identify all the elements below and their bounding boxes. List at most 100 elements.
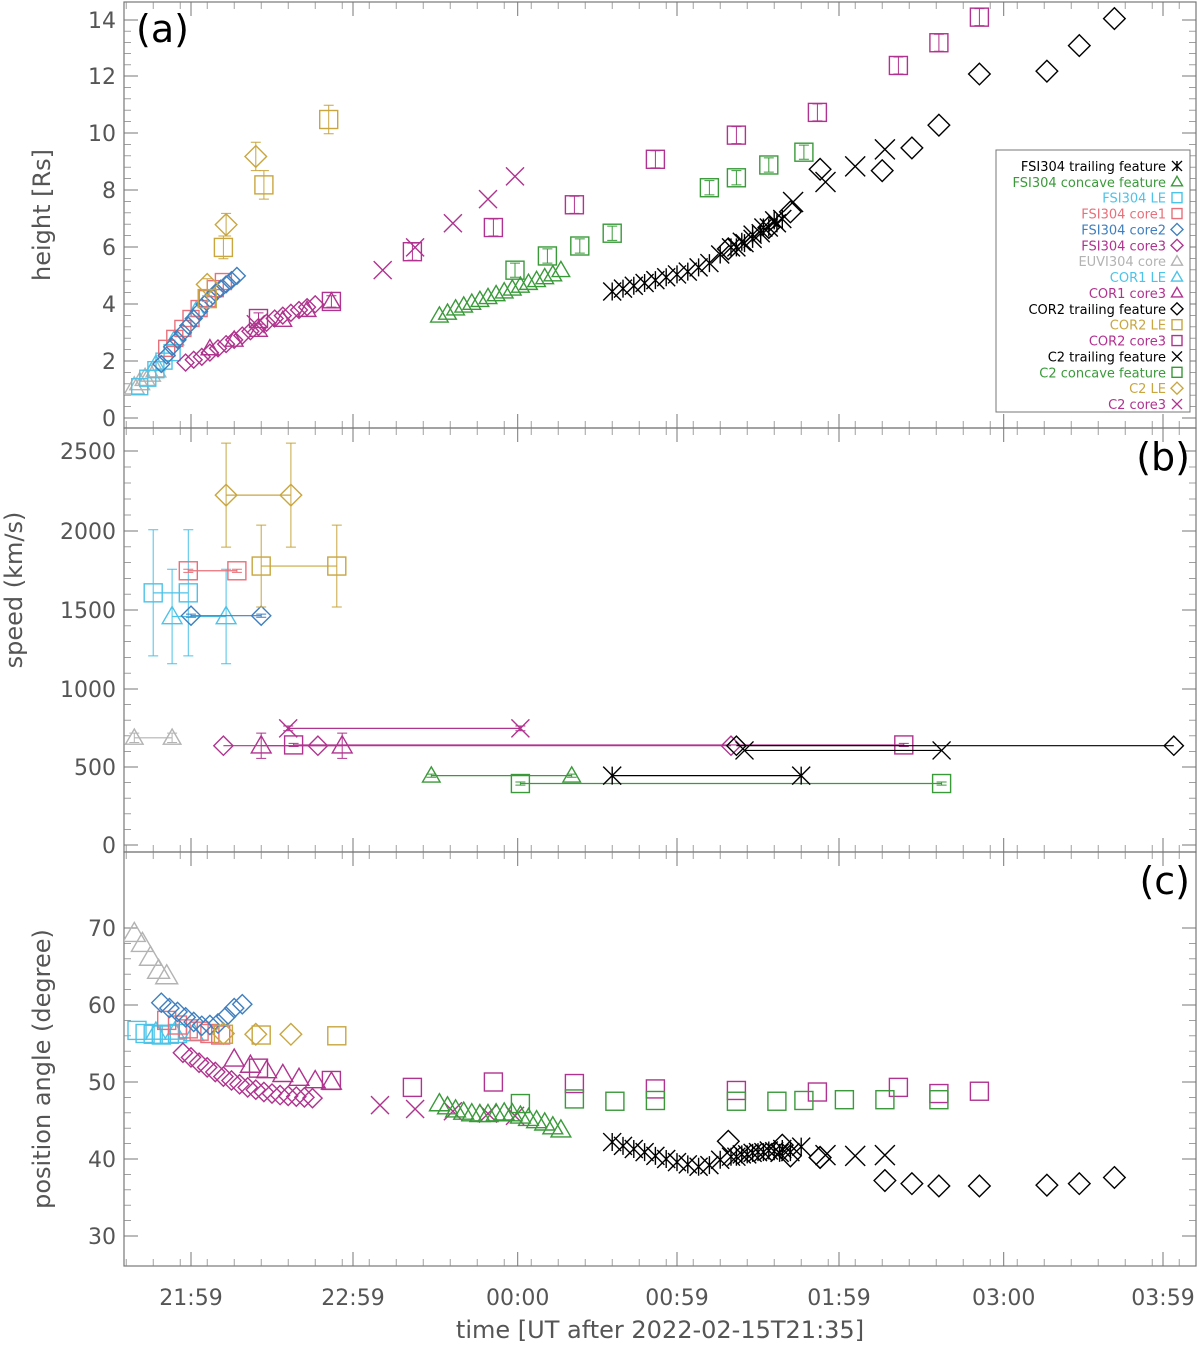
data-point — [273, 306, 293, 326]
error-bar — [288, 742, 299, 747]
x-tick-label: 03:00 — [972, 1286, 1035, 1311]
data-point — [929, 1083, 949, 1104]
data-point — [319, 109, 339, 130]
error-bar — [183, 529, 194, 657]
panel-frame — [123, 427, 1197, 853]
legend-entry-label: COR2 trailing feature — [1028, 303, 1166, 318]
data-point — [452, 1100, 475, 1120]
series-cor2-le — [251, 524, 347, 608]
data-point — [224, 329, 245, 347]
data-point — [421, 765, 442, 783]
data-point — [888, 55, 909, 76]
data-point — [900, 1171, 924, 1196]
error-bar — [186, 613, 196, 618]
data-point — [251, 556, 271, 576]
data-point — [180, 605, 202, 627]
data-point — [726, 125, 747, 145]
data-point — [321, 1070, 342, 1091]
series-cor2-trailing-feature — [716, 1129, 1127, 1198]
data-point — [223, 997, 245, 1019]
error-bar — [731, 170, 742, 186]
error-bar — [256, 732, 267, 759]
data-point — [478, 189, 498, 209]
error-bar — [148, 529, 159, 657]
y-tick-label: 8 — [102, 179, 116, 204]
data-point — [656, 1149, 676, 1169]
data-point — [605, 1091, 625, 1111]
legend-entry-symbol — [1170, 174, 1184, 187]
legend-entry-label: FSI304 core3 — [1081, 239, 1166, 254]
data-point — [486, 284, 507, 302]
series-c2-core3 — [246, 166, 525, 334]
data-point — [782, 191, 804, 213]
series-cor1-core3 — [199, 291, 342, 356]
series-c2-le — [195, 141, 268, 297]
data-point — [445, 298, 466, 316]
legend-entry-label: EUVI304 core — [1078, 255, 1166, 270]
data-point — [453, 295, 474, 313]
data-point — [969, 1081, 990, 1101]
data-layer — [124, 442, 1185, 794]
data-point — [505, 166, 525, 186]
series-cor2-le — [213, 1024, 347, 1046]
error-bar — [221, 442, 232, 548]
series-fsi304-concave-feature — [421, 765, 582, 783]
data-point — [1067, 1171, 1092, 1196]
data-point — [900, 136, 924, 160]
legend-entry-symbol — [1171, 318, 1183, 331]
data-point — [321, 291, 342, 309]
data-point — [699, 178, 720, 198]
y-tick-label: 12 — [88, 65, 116, 90]
data-point — [138, 944, 163, 966]
data-point — [285, 1086, 307, 1108]
data-point — [870, 158, 894, 183]
error-bar — [488, 218, 499, 237]
panel-label: (c) — [1139, 859, 1190, 903]
data-point — [1035, 59, 1059, 83]
data-point — [929, 1090, 949, 1110]
data-point — [874, 138, 896, 160]
y-tick-label: 60 — [88, 994, 116, 1019]
legend-entry-symbol — [1170, 381, 1184, 396]
series-c2-concave-feature — [510, 773, 952, 794]
data-point — [716, 237, 741, 261]
error-bar — [285, 442, 296, 548]
data-point — [967, 1174, 992, 1198]
data-point — [710, 245, 730, 265]
y-tick-label: 0 — [102, 834, 116, 859]
x-axis-title: time [UT after 2022-02-15T21:35] — [456, 1316, 864, 1344]
error-bar — [974, 8, 985, 27]
x-tick-label: 21:59 — [159, 1286, 222, 1311]
data-point — [645, 1090, 666, 1111]
data-point — [278, 718, 298, 738]
series-fsi304-concave-feature — [428, 1092, 573, 1138]
data-point — [834, 1090, 855, 1110]
y-tick-label: 6 — [102, 236, 116, 261]
legend-entry-symbol — [1171, 334, 1183, 347]
data-point — [510, 275, 531, 293]
data-point — [245, 1079, 267, 1101]
data-point — [460, 1102, 483, 1122]
data-point — [759, 155, 779, 175]
panel-frame — [123, 851, 1197, 1267]
series-fsi304-core1 — [178, 561, 247, 581]
data-point — [373, 260, 393, 280]
data-point — [370, 1095, 390, 1115]
series-euvi304-core — [124, 727, 183, 745]
y-tick-label: 30 — [88, 1225, 116, 1250]
data-point — [678, 262, 698, 282]
data-point — [307, 735, 329, 757]
series-c2-le — [211, 1021, 303, 1047]
data-point — [564, 1073, 585, 1094]
data-point — [214, 212, 238, 237]
data-point — [251, 1025, 271, 1045]
error-bar — [566, 773, 577, 778]
y-axis-title: speed (km/s) — [0, 512, 28, 669]
legend-entry-label: C2 LE — [1129, 382, 1166, 397]
legend-entry-label: C2 concave feature — [1039, 366, 1166, 381]
data-point — [808, 157, 832, 182]
data-point — [293, 1086, 315, 1108]
data-point — [199, 1014, 221, 1036]
y-tick-label: 2 — [102, 350, 116, 375]
data-point — [211, 1021, 236, 1046]
